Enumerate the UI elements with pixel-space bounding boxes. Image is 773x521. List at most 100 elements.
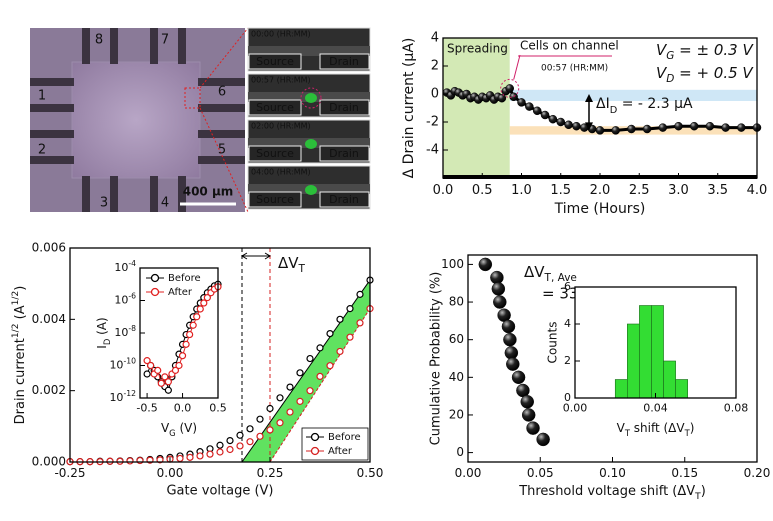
x-axis-label-part: (V) — [176, 421, 197, 435]
x-axis-label-part: T — [684, 428, 691, 438]
x-tick-label: 0.50 — [357, 466, 384, 480]
y-tick-label: 0 — [564, 391, 571, 404]
y-axis-label-part: Drain current — [13, 338, 28, 424]
x-tick-label: 1.0 — [511, 183, 532, 198]
zoom-line — [199, 107, 249, 213]
marker — [478, 257, 493, 272]
marker — [316, 372, 324, 380]
x-tick-label: 3.5 — [707, 183, 728, 198]
marker — [503, 332, 517, 347]
y-axis-label-part: 1/2 — [11, 323, 21, 338]
y-tick-label: 0.000 — [32, 455, 66, 469]
marker — [196, 305, 204, 313]
x-axis-label: Threshold voltage shift (ΔVT) — [518, 483, 706, 501]
x-tick-label: 2.0 — [590, 183, 611, 198]
y-axis-label: Drain current1/2 (A1/2) — [11, 286, 28, 425]
marker — [721, 123, 730, 132]
x-axis-label-part: T — [624, 428, 631, 438]
annotation-part: D — [666, 73, 674, 85]
y-tick-label-part: 10 — [109, 391, 123, 404]
marker — [532, 106, 542, 116]
y-tick-label: -2 — [426, 115, 439, 130]
marker — [186, 330, 194, 339]
marker — [236, 431, 244, 439]
annotation-part: = - 2.3 µA — [617, 96, 693, 112]
y-tick-label: 10-6 — [114, 291, 136, 307]
marker — [346, 333, 354, 341]
marker — [306, 354, 314, 363]
marker — [316, 344, 324, 352]
plot-frame — [69, 247, 371, 463]
marker — [689, 121, 699, 131]
marker — [356, 290, 364, 298]
x-tick-label: -0.25 — [54, 466, 85, 480]
marker — [556, 117, 565, 127]
electrode-label: 2 — [38, 143, 46, 158]
y-tick-label: 4 — [431, 31, 439, 46]
marker — [517, 98, 526, 107]
x-axis-label: VT shift (ΔVT) — [617, 421, 695, 438]
marker — [642, 124, 652, 134]
x-tick-label: -0.5 — [136, 401, 157, 414]
y-tick-label: 0 — [431, 87, 439, 102]
source-pad — [248, 191, 302, 208]
marker — [525, 102, 534, 111]
marker — [193, 313, 201, 321]
y-tick-label: 10-10 — [109, 356, 136, 372]
marker — [175, 361, 183, 370]
marker — [206, 450, 214, 458]
y-axis-label: Δ Drain current (µA) — [401, 38, 417, 179]
electrode-label: 7 — [161, 33, 169, 48]
drain-label: Drain — [329, 193, 359, 206]
marker — [226, 445, 234, 454]
x-axis-label-part: T — [694, 491, 701, 501]
histogram-bar — [639, 305, 652, 399]
time-frames: 00:00 (HR:MM) Source Drain 00:57 (HR:MM) Sou… — [247, 27, 371, 210]
y-tick-label: 2 — [564, 354, 571, 367]
marker — [246, 438, 254, 446]
marker — [627, 124, 636, 134]
y-tick-label-part: -6 — [128, 291, 136, 300]
micrograph — [30, 27, 249, 213]
marker — [116, 457, 124, 465]
y-axis-label: Cumulative Probability (%) — [429, 272, 444, 446]
y-tick-label: -4 — [426, 143, 439, 158]
x-tick-label: 0.5 — [209, 401, 227, 414]
annotation: VD = + 0.5 V — [656, 64, 754, 86]
annotation-part: D — [610, 105, 618, 116]
y-axis-label: Counts — [546, 322, 560, 364]
legend-marker — [150, 273, 160, 283]
marker — [356, 319, 364, 327]
y-tick-label-part: 10 — [114, 326, 128, 339]
drain-pad — [319, 53, 370, 70]
marker — [520, 395, 534, 409]
y-tick-label-part: -8 — [128, 324, 136, 333]
y-tick-label: 0 — [456, 445, 464, 459]
y-tick-label: 10-12 — [109, 389, 136, 405]
marker — [106, 457, 114, 465]
cell — [305, 185, 317, 195]
zoom-line — [199, 27, 249, 89]
x-tick-label: 0.0 — [174, 401, 192, 414]
annotation: ΔVT — [278, 254, 306, 276]
marker — [595, 126, 605, 135]
y-axis-label: ID (A) — [95, 317, 112, 348]
marker — [143, 370, 151, 378]
marker — [143, 357, 151, 365]
source-pad — [248, 53, 302, 70]
marker — [296, 397, 304, 405]
marker — [540, 110, 550, 120]
y-tick-label: 80 — [449, 295, 464, 309]
marker — [157, 379, 165, 387]
y-tick-label: 2 — [431, 59, 439, 74]
legend-label: After — [168, 287, 193, 298]
electrode-label: 4 — [161, 196, 169, 211]
legend-label: Before — [168, 273, 201, 284]
marker — [336, 315, 344, 323]
marker — [493, 295, 507, 309]
x-tick-label: 4.0 — [747, 183, 768, 198]
y-tick-label-part: -12 — [123, 389, 136, 398]
legend-marker — [150, 287, 160, 297]
cell-marker — [300, 87, 322, 109]
marker — [564, 120, 573, 130]
